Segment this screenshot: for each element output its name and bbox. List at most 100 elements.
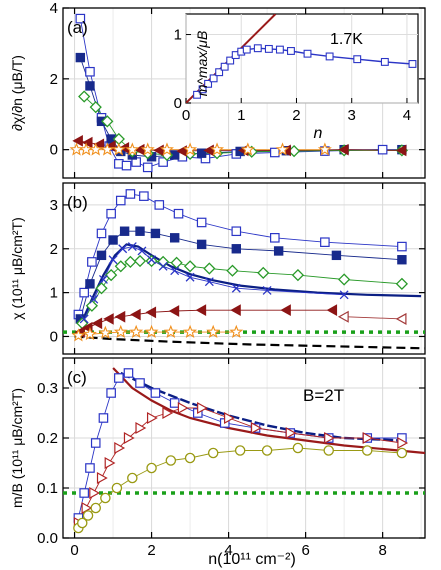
inset-y-tick-label: 0	[174, 95, 182, 112]
marker-triangle-right	[223, 411, 235, 425]
marker-star	[206, 324, 221, 338]
marker-open-square	[98, 413, 109, 423]
marker-filled-square	[135, 226, 145, 236]
marker-cross	[262, 285, 272, 295]
marker-diamond	[145, 254, 158, 268]
marker-star	[160, 142, 174, 156]
series-circle	[73, 442, 408, 534]
y-axis-label: m/B (10¹¹ μB/cm²T)	[9, 388, 25, 508]
marker-open-square	[75, 13, 86, 24]
marker-star	[100, 142, 115, 156]
marker-circle	[111, 482, 123, 494]
marker-diamond	[124, 255, 137, 269]
inset-marker	[287, 47, 295, 55]
marker-open-square	[135, 378, 145, 388]
marker-open-square	[397, 241, 407, 252]
marker-filled-square	[119, 226, 130, 236]
marker-open-square	[139, 191, 149, 201]
marker-star	[71, 328, 86, 342]
y-tick-label: 0.2	[37, 430, 58, 447]
marker-diamond	[105, 268, 118, 282]
plot-frame	[62, 182, 426, 355]
inset-x-tick-label: 0	[182, 107, 190, 124]
marker-diamond	[183, 260, 197, 273]
marker-open-square	[114, 373, 124, 383]
marker-open-square	[87, 257, 97, 267]
marker-star	[183, 324, 198, 338]
marker-open-square	[96, 228, 107, 239]
marker-diamond	[203, 262, 216, 275]
y-tick-label: 0	[50, 142, 58, 159]
panel-a: 0 2 4 ∂χ/∂n (μB/T) (a) 0 1 2 3 4 0 1 1.7K m^max/μB n	[9, 0, 426, 179]
marker-cross	[231, 283, 241, 293]
marker-filled-square	[75, 52, 86, 63]
marker-circle	[100, 492, 111, 504]
plot-area	[69, 13, 409, 173]
marker-star	[88, 142, 103, 156]
marker-cross	[137, 246, 147, 256]
series-connector	[77, 193, 402, 315]
inset-marker	[264, 44, 273, 53]
marker-filled-square	[331, 250, 342, 261]
marker-open-square	[270, 233, 280, 243]
inset-series	[193, 44, 417, 99]
marker-triangle-right	[146, 411, 158, 425]
marker-star	[125, 142, 140, 156]
series-line-fit-darkblue	[79, 243, 422, 326]
x-axis: 0 2 4 6 8	[70, 542, 386, 559]
marker-cross	[147, 255, 157, 265]
marker-triangle-left-filled	[195, 304, 207, 317]
inset-marker	[198, 85, 207, 94]
inset-y-axis-label: m^max/μB	[194, 31, 210, 97]
inset: 0 1 2 3 4 0 1 1.7K m^max/μB n	[174, 13, 419, 142]
series-star	[69, 142, 332, 156]
marker-open-square	[377, 144, 388, 155]
marker-star	[275, 142, 290, 156]
marker-open-square	[79, 488, 89, 498]
marker-star	[317, 142, 332, 156]
inset-marker	[220, 62, 229, 71]
marker-triangle-left-filled	[103, 313, 114, 325]
inset-marker	[193, 90, 201, 99]
marker-diamond	[89, 101, 102, 114]
marker-cross	[170, 266, 180, 276]
marker-triangle-left-filled	[145, 306, 157, 319]
marker-open-square	[115, 195, 126, 206]
marker-star	[98, 325, 113, 339]
marker-circle	[292, 442, 304, 454]
marker-filled-square	[85, 279, 95, 289]
marker-diamond	[114, 260, 127, 273]
marker-star	[140, 142, 155, 156]
marker-open-square	[154, 200, 165, 210]
inset-x-axis-label: n	[314, 125, 323, 142]
marker-star	[144, 324, 159, 338]
y-tick-label: 0.1	[37, 480, 58, 497]
marker-diamond	[291, 268, 305, 282]
marker-circle	[396, 447, 408, 459]
inset-marker	[353, 55, 362, 64]
y-tick-label: 1	[50, 285, 58, 302]
marker-cross	[108, 255, 118, 265]
y-tick-label: 0	[50, 328, 58, 345]
marker-open-square	[169, 398, 180, 408]
marker-triangle-left-filled	[114, 310, 126, 323]
inset-y-tick-label: 1	[174, 27, 182, 44]
annotation-label: B=2T	[303, 386, 344, 405]
inset-marker	[253, 44, 262, 53]
marker-open-square	[173, 208, 184, 219]
marker-triangle-left-filled	[230, 304, 241, 317]
marker-star	[229, 324, 244, 338]
marker-star	[69, 142, 84, 156]
marker-circle	[184, 452, 196, 464]
marker-star	[240, 142, 255, 156]
marker-triangle-right	[123, 431, 135, 445]
marker-cross	[185, 272, 195, 282]
marker-diamond	[338, 273, 351, 286]
marker-filled-square	[231, 244, 241, 254]
marker-open-square	[196, 217, 207, 228]
inset-x-tick-label: 1	[237, 107, 245, 124]
marker-open-square	[125, 189, 136, 199]
x-tick-label: 0	[70, 542, 78, 559]
marker-open-square	[142, 162, 153, 173]
